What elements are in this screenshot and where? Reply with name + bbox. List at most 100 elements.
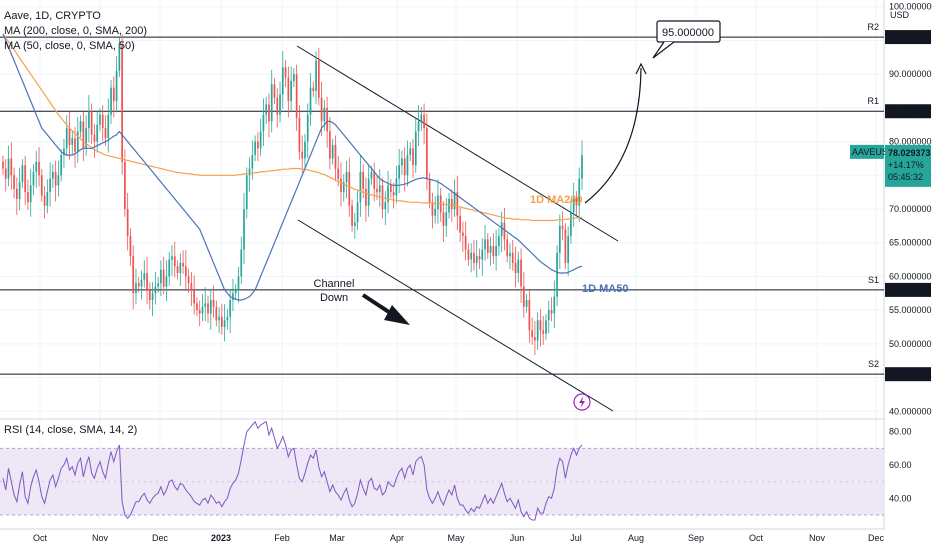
level-price-tag	[885, 367, 931, 382]
candle-body	[212, 300, 215, 307]
level-price-tag	[885, 282, 931, 297]
candle-body	[367, 178, 370, 206]
candle-body	[287, 77, 290, 102]
candle-body	[162, 269, 165, 287]
candle-body	[534, 337, 536, 341]
candle-body	[395, 178, 398, 196]
candle-body	[578, 178, 581, 206]
candle-body	[450, 198, 453, 209]
level-name-s2: S2	[868, 359, 879, 369]
candle-body	[168, 259, 171, 277]
candle-body	[157, 283, 159, 287]
candle-body	[309, 87, 312, 115]
candle-body	[7, 158, 10, 179]
candle-body	[445, 212, 448, 226]
candle-body	[121, 43, 123, 162]
candle-body	[251, 155, 254, 169]
candle-body	[484, 239, 486, 250]
candle-body	[570, 212, 572, 236]
candle-body	[437, 195, 439, 209]
candle-body	[315, 60, 317, 92]
candle-body	[345, 171, 348, 183]
candle-body	[334, 144, 337, 169]
ma50-line	[2, 33, 583, 301]
candle-body	[57, 175, 60, 186]
ticker-badge-text: AAVEUSD	[852, 147, 895, 157]
candle-body	[43, 195, 46, 206]
y-tick-label: 90.000000	[889, 69, 932, 79]
chart-legend: Aave, 1D, CRYPTO MA (200, close, 0, SMA,…	[4, 9, 147, 54]
candle-body	[514, 262, 517, 274]
candle-body	[132, 256, 135, 294]
channel-lower-line	[297, 219, 614, 412]
candle-body	[473, 252, 475, 263]
candle-body	[539, 320, 542, 331]
candle-body	[240, 249, 243, 277]
candle-body	[54, 171, 57, 186]
candle-body	[531, 330, 533, 338]
candle-body	[18, 182, 21, 199]
candle-body	[146, 273, 148, 290]
x-tick-label: Mar	[329, 533, 345, 543]
candle-body	[187, 276, 190, 284]
y-tick-label: 50.000000	[889, 339, 932, 349]
level-name-s1: S1	[868, 275, 879, 285]
symbol-title: Aave, 1D, CRYPTO	[4, 10, 101, 22]
x-tick-label: Aug	[628, 533, 644, 543]
candle-body	[226, 316, 229, 321]
candle-body	[503, 222, 506, 240]
price-badge-change: +14.17%	[888, 160, 924, 170]
candle-body	[82, 121, 85, 149]
x-tick-label: Oct	[749, 533, 764, 543]
candle-body	[165, 276, 168, 287]
candle-body	[104, 128, 107, 139]
channel-upper-line	[296, 45, 619, 242]
candle-body	[52, 171, 54, 179]
candle-body	[85, 128, 87, 149]
candle-body	[223, 320, 226, 327]
ma50-legend: MA (50, close, 0, SMA, 50)	[4, 40, 135, 52]
candle-body	[262, 114, 265, 132]
candle-body	[257, 141, 259, 149]
candle-body	[118, 43, 121, 71]
channel-label-line2: Down	[320, 292, 348, 304]
candle-body	[290, 80, 292, 102]
ma200-annotation: 1D MA200	[530, 194, 583, 206]
candle-body	[509, 252, 511, 257]
candle-body	[143, 273, 146, 280]
candle-body	[107, 114, 110, 139]
candle-body	[423, 114, 425, 129]
candle-body	[276, 97, 279, 115]
rsi-tick-label: 80.00	[889, 427, 912, 437]
x-tick-label: Nov	[92, 533, 109, 543]
candle-body	[301, 151, 304, 159]
candle-body	[76, 131, 79, 152]
candle-body	[542, 330, 545, 334]
candle-body	[101, 114, 104, 129]
ticker-badge	[850, 144, 884, 159]
candle-body	[265, 104, 268, 115]
price-badge-value: 78.029373	[888, 148, 931, 158]
candle-body	[71, 138, 74, 145]
candle-body	[464, 235, 467, 250]
candle-body	[65, 128, 68, 149]
candle-body	[517, 259, 520, 274]
candle-body	[10, 158, 13, 176]
projection-arrowhead	[635, 62, 647, 75]
x-tick-label: Apr	[390, 533, 404, 543]
level-name-r2: R2	[867, 22, 879, 32]
candle-body	[148, 289, 151, 301]
candle-body	[448, 198, 450, 213]
candle-body	[498, 235, 500, 247]
target-box-text: 95.000000	[662, 27, 714, 39]
candle-body	[511, 252, 514, 263]
y-tick-label: 70.000000	[889, 204, 932, 214]
candle-body	[179, 262, 182, 274]
candle-body	[545, 320, 547, 334]
level-name-r1: R1	[867, 96, 879, 106]
candle-body	[284, 67, 287, 78]
candle-body	[160, 269, 162, 284]
target-box-pointer	[652, 41, 675, 59]
level-price-text: 58.000000	[888, 285, 931, 295]
